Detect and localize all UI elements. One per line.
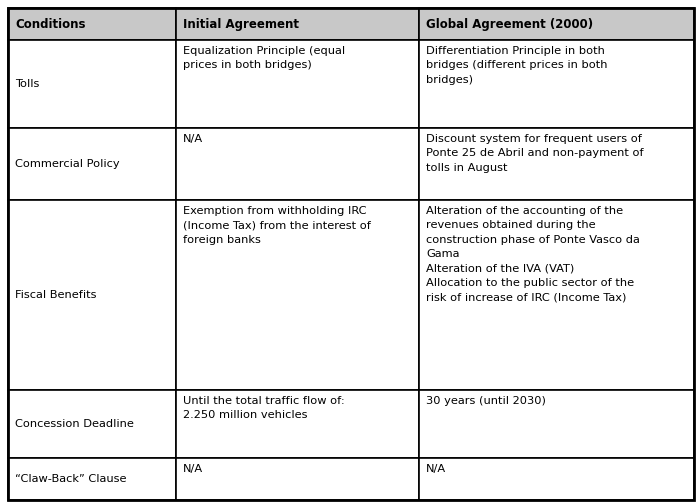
- Text: Discount system for frequent users of
Ponte 25 de Abril and non-payment of
tolls: Discount system for frequent users of Po…: [426, 134, 643, 173]
- Bar: [8, 390, 176, 458]
- Text: Exemption from withholding IRC
(Income Tax) from the interest of
foreign banks: Exemption from withholding IRC (Income T…: [183, 206, 371, 245]
- Bar: [8, 200, 176, 390]
- Text: “Claw-Back” Clause: “Claw-Back” Clause: [15, 474, 127, 484]
- Bar: [419, 200, 694, 390]
- Text: N/A: N/A: [183, 464, 203, 474]
- Bar: [8, 128, 176, 200]
- Bar: [176, 8, 419, 40]
- Text: Tolls: Tolls: [15, 79, 39, 89]
- Bar: [8, 8, 176, 40]
- Bar: [419, 458, 694, 500]
- Text: 30 years (until 2030): 30 years (until 2030): [426, 396, 546, 406]
- Text: Commercial Policy: Commercial Policy: [15, 159, 120, 169]
- Bar: [8, 458, 176, 500]
- Text: Differentiation Principle in both
bridges (different prices in both
bridges): Differentiation Principle in both bridge…: [426, 46, 608, 85]
- Bar: [176, 200, 419, 390]
- Text: Conditions: Conditions: [15, 18, 85, 31]
- Bar: [419, 390, 694, 458]
- Bar: [176, 458, 419, 500]
- Text: Alteration of the accounting of the
revenues obtained during the
construction ph: Alteration of the accounting of the reve…: [426, 206, 640, 302]
- Bar: [8, 40, 176, 128]
- Bar: [176, 390, 419, 458]
- Bar: [419, 40, 694, 128]
- Text: Initial Agreement: Initial Agreement: [183, 18, 299, 31]
- Text: Fiscal Benefits: Fiscal Benefits: [15, 290, 97, 300]
- Bar: [176, 128, 419, 200]
- Bar: [419, 128, 694, 200]
- Bar: [176, 40, 419, 128]
- Text: N/A: N/A: [183, 134, 203, 144]
- Bar: [419, 8, 694, 40]
- Text: N/A: N/A: [426, 464, 446, 474]
- Text: Global Agreement (2000): Global Agreement (2000): [426, 18, 593, 31]
- Text: Until the total traffic flow of:
2.250 million vehicles: Until the total traffic flow of: 2.250 m…: [183, 396, 344, 421]
- Text: Equalization Principle (equal
prices in both bridges): Equalization Principle (equal prices in …: [183, 46, 345, 70]
- Text: Concession Deadline: Concession Deadline: [15, 419, 134, 429]
